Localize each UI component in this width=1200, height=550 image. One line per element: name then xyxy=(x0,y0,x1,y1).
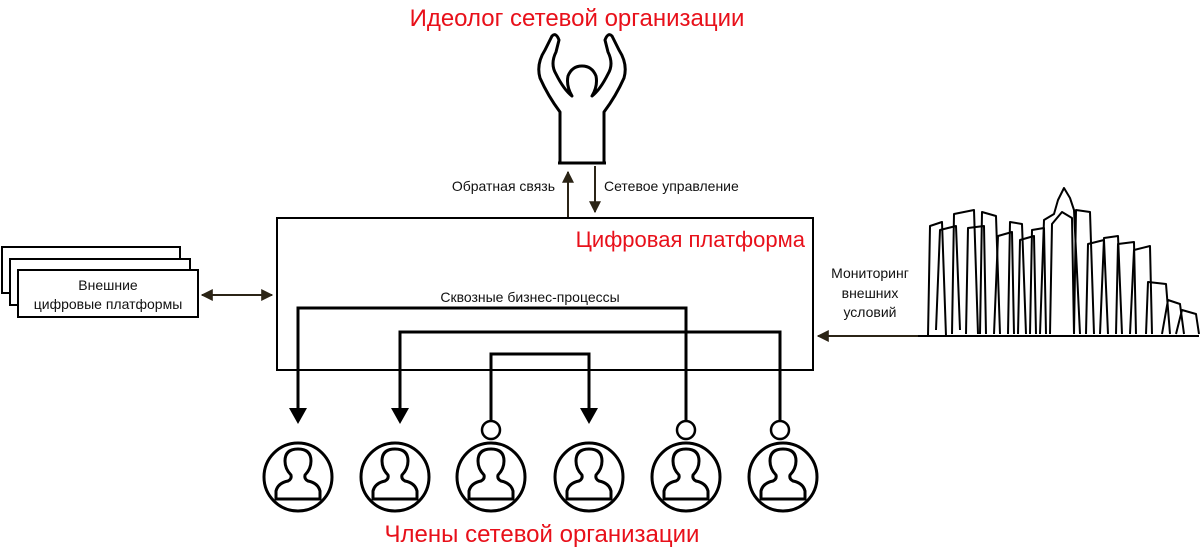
external-platforms-line1: Внешние xyxy=(78,277,138,293)
member-icon-5 xyxy=(650,441,722,513)
process-origin-2 xyxy=(675,419,697,441)
platform-title: Цифровая платформа xyxy=(576,227,806,252)
monitoring-line2: внешних xyxy=(842,285,899,301)
member-icons xyxy=(262,441,819,513)
ideologist-title: Идеолог сетевой организации xyxy=(410,5,745,32)
process-line-inner xyxy=(489,352,591,420)
member-icon-2 xyxy=(359,441,431,513)
network-management-label: Сетевое управление xyxy=(604,178,739,194)
member-icon-3 xyxy=(455,441,527,513)
member-icon-4 xyxy=(553,441,625,513)
feedback-label: Обратная связь xyxy=(452,178,555,194)
external-platforms-line2: цифровые платформы xyxy=(34,296,183,312)
process-line-outer xyxy=(296,306,688,420)
monitoring-line1: Мониторинг xyxy=(831,265,909,281)
process-origin-1 xyxy=(480,419,502,441)
member-icon-6 xyxy=(747,441,819,513)
external-platforms-stack: Внешние цифровые платформы xyxy=(1,246,199,318)
business-process-lines xyxy=(289,306,791,441)
members-title: Члены сетевой организации xyxy=(385,521,700,548)
process-origin-3 xyxy=(769,419,791,441)
monitoring-line3: условий xyxy=(843,304,896,320)
business-processes-label: Сквозные бизнес-процессы xyxy=(440,289,619,305)
process-arrowhead-2 xyxy=(391,408,409,424)
process-arrowhead-1 xyxy=(289,408,307,424)
process-arrowhead-3 xyxy=(580,408,598,424)
digital-platform-box xyxy=(276,217,814,371)
process-line-middle xyxy=(398,330,782,420)
member-icon-1 xyxy=(262,441,334,513)
ideologist-figure xyxy=(537,33,627,165)
city-skyline xyxy=(918,187,1200,337)
